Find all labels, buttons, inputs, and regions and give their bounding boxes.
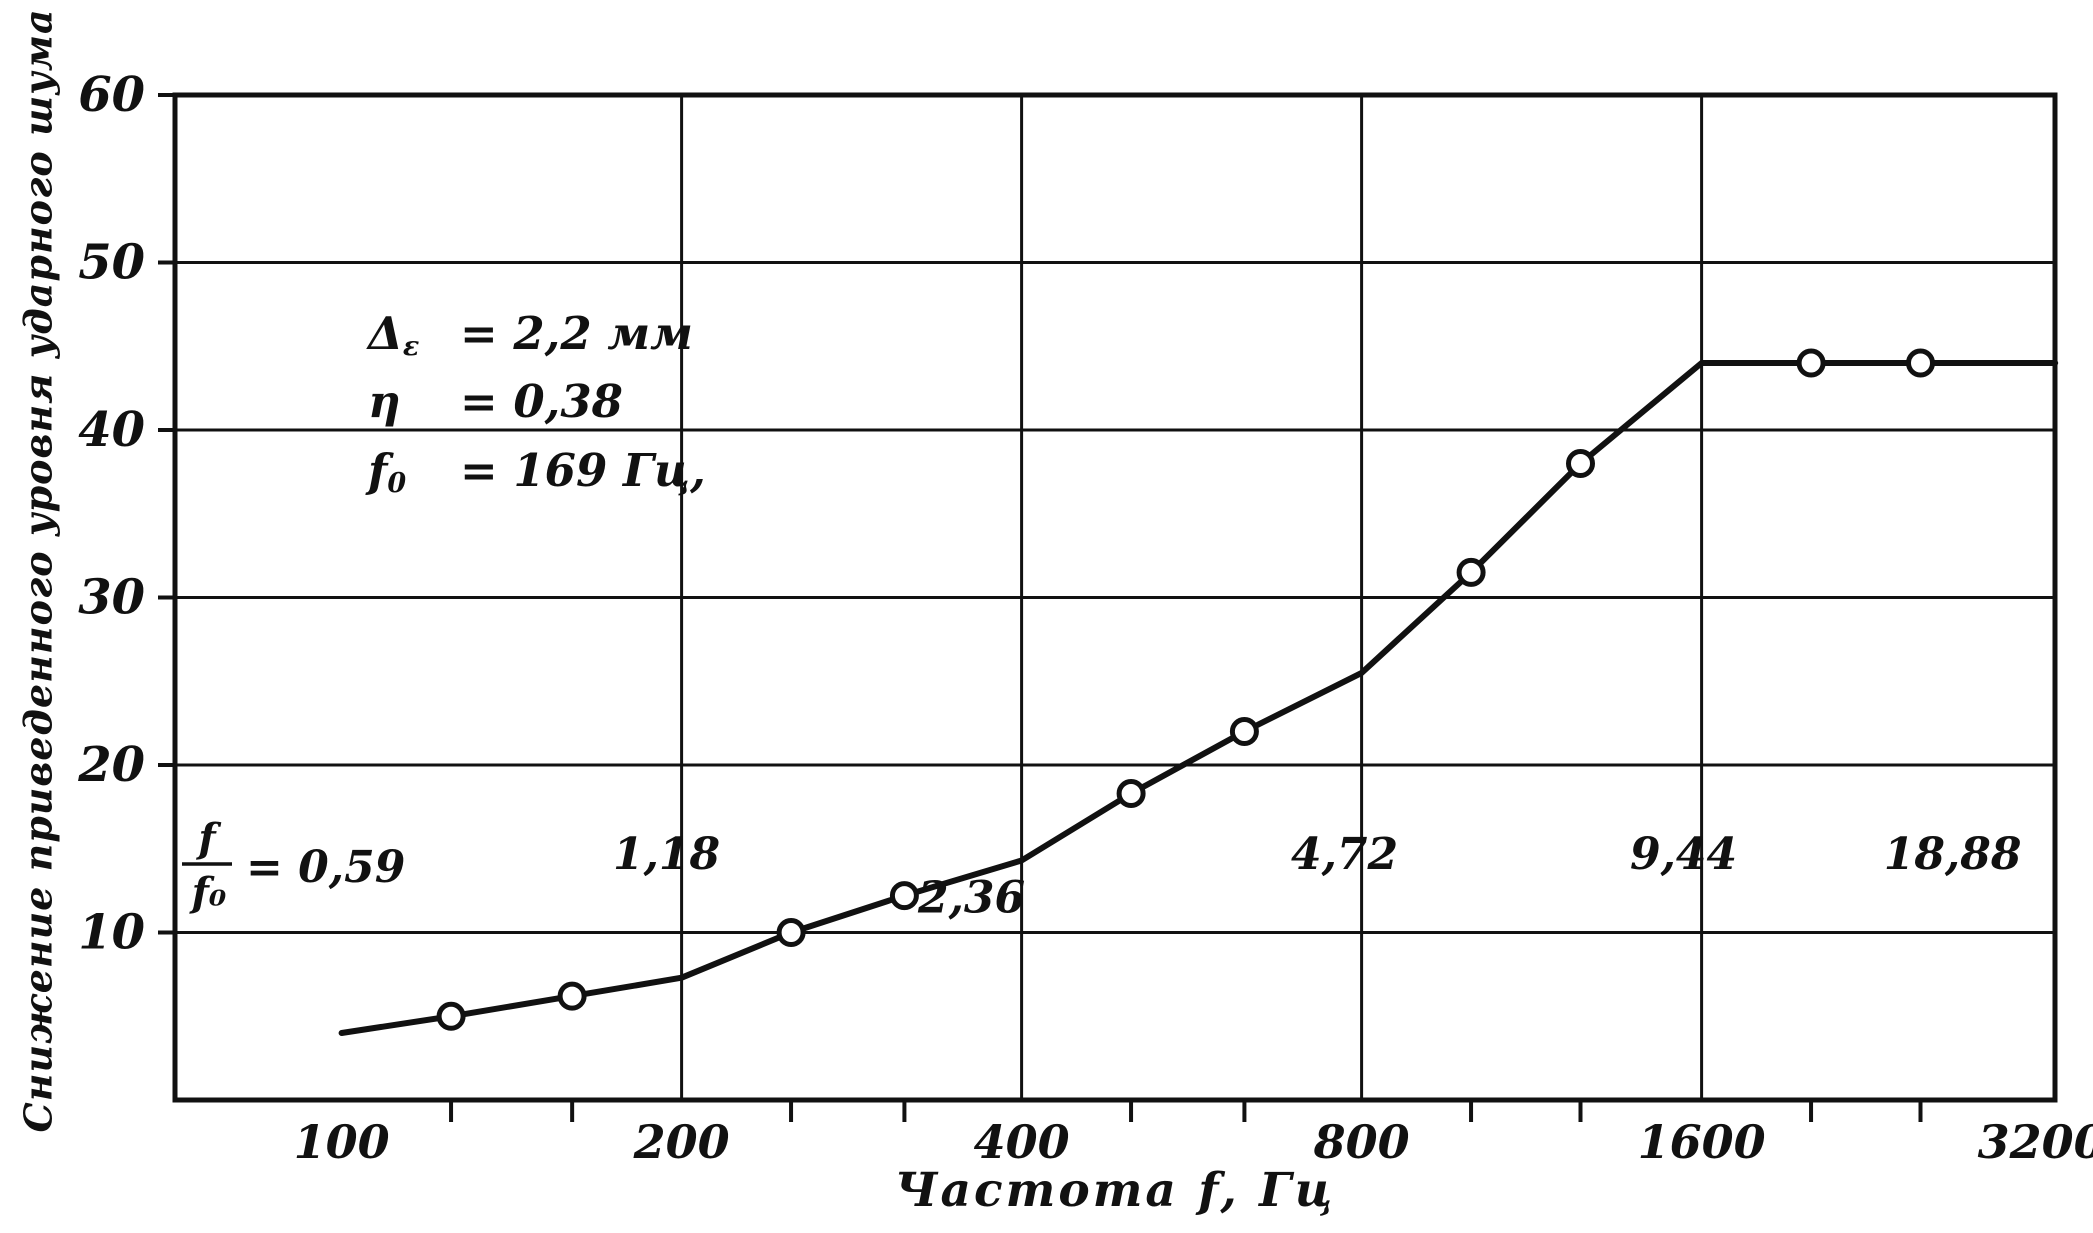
y-tick-label: 50 [78,235,145,291]
annotation-value: = 2,2 мм [460,307,693,360]
x-tick-label: 800 [1313,1115,1410,1169]
parameter-annotation-block: Δε = 2,2 мм η = 0,38 f0 = 169 Гц, [368,300,706,505]
y-tick-label: 30 [78,570,145,626]
ratio-label: 18,88 [1884,829,2022,880]
annotation-value: = 0,38 [460,375,623,429]
data-point-marker [1456,557,1486,587]
y-tick-label: 20 [77,737,145,793]
annotation-symbol: η [368,375,401,429]
ratio-fraction-denominator: f₀ [189,869,227,916]
ratio-label: 4,72 [1291,829,1398,880]
ratio-label: 9,44 [1630,829,1737,880]
annotation-line: Δε = 2,2 мм [368,300,706,368]
annotation-line: f0 = 169 Гц, [368,437,706,505]
ratio-fraction-numerator: f [195,815,221,862]
y-tick-label: 40 [78,402,145,458]
annotation-value: = 169 Гц, [460,443,706,497]
ratio-label-first: = 0,59 [246,842,405,893]
x-tick-label: 1600 [1638,1115,1766,1169]
y-axis-title-main: Снижение приведенного уровня ударного шу… [15,0,61,1133]
data-point-marker [776,918,806,947]
y-tick-label: 10 [78,905,145,961]
ratio-label: 1,18 [613,829,720,880]
x-tick-label: 3200 [1978,1115,2093,1169]
data-point-marker [1116,779,1146,808]
x-tick-label: 400 [974,1115,1070,1169]
annotation-symbol: Δε [368,307,420,362]
x-tick-label: 100 [294,1115,390,1169]
annotation-symbol: f0 [368,443,407,499]
data-curve [338,360,2059,1036]
data-point-marker [1906,348,1935,378]
x-tick-label: 200 [633,1115,730,1169]
data-point-marker [557,981,587,1011]
y-tick-label: 60 [78,67,145,123]
data-point-marker [1796,348,1826,378]
data-point-marker [1229,717,1259,746]
x-axis-title: Частота f, Гц [894,1163,1336,1218]
ratio-label: 2,36 [917,872,1025,923]
data-point-marker [889,881,919,911]
y-axis-title: Снижение приведенного уровня ударного шу… [16,0,61,1133]
annotation-line: η = 0,38 [368,368,706,436]
data-point-marker [436,1001,466,1031]
data-point-marker [1566,449,1595,478]
